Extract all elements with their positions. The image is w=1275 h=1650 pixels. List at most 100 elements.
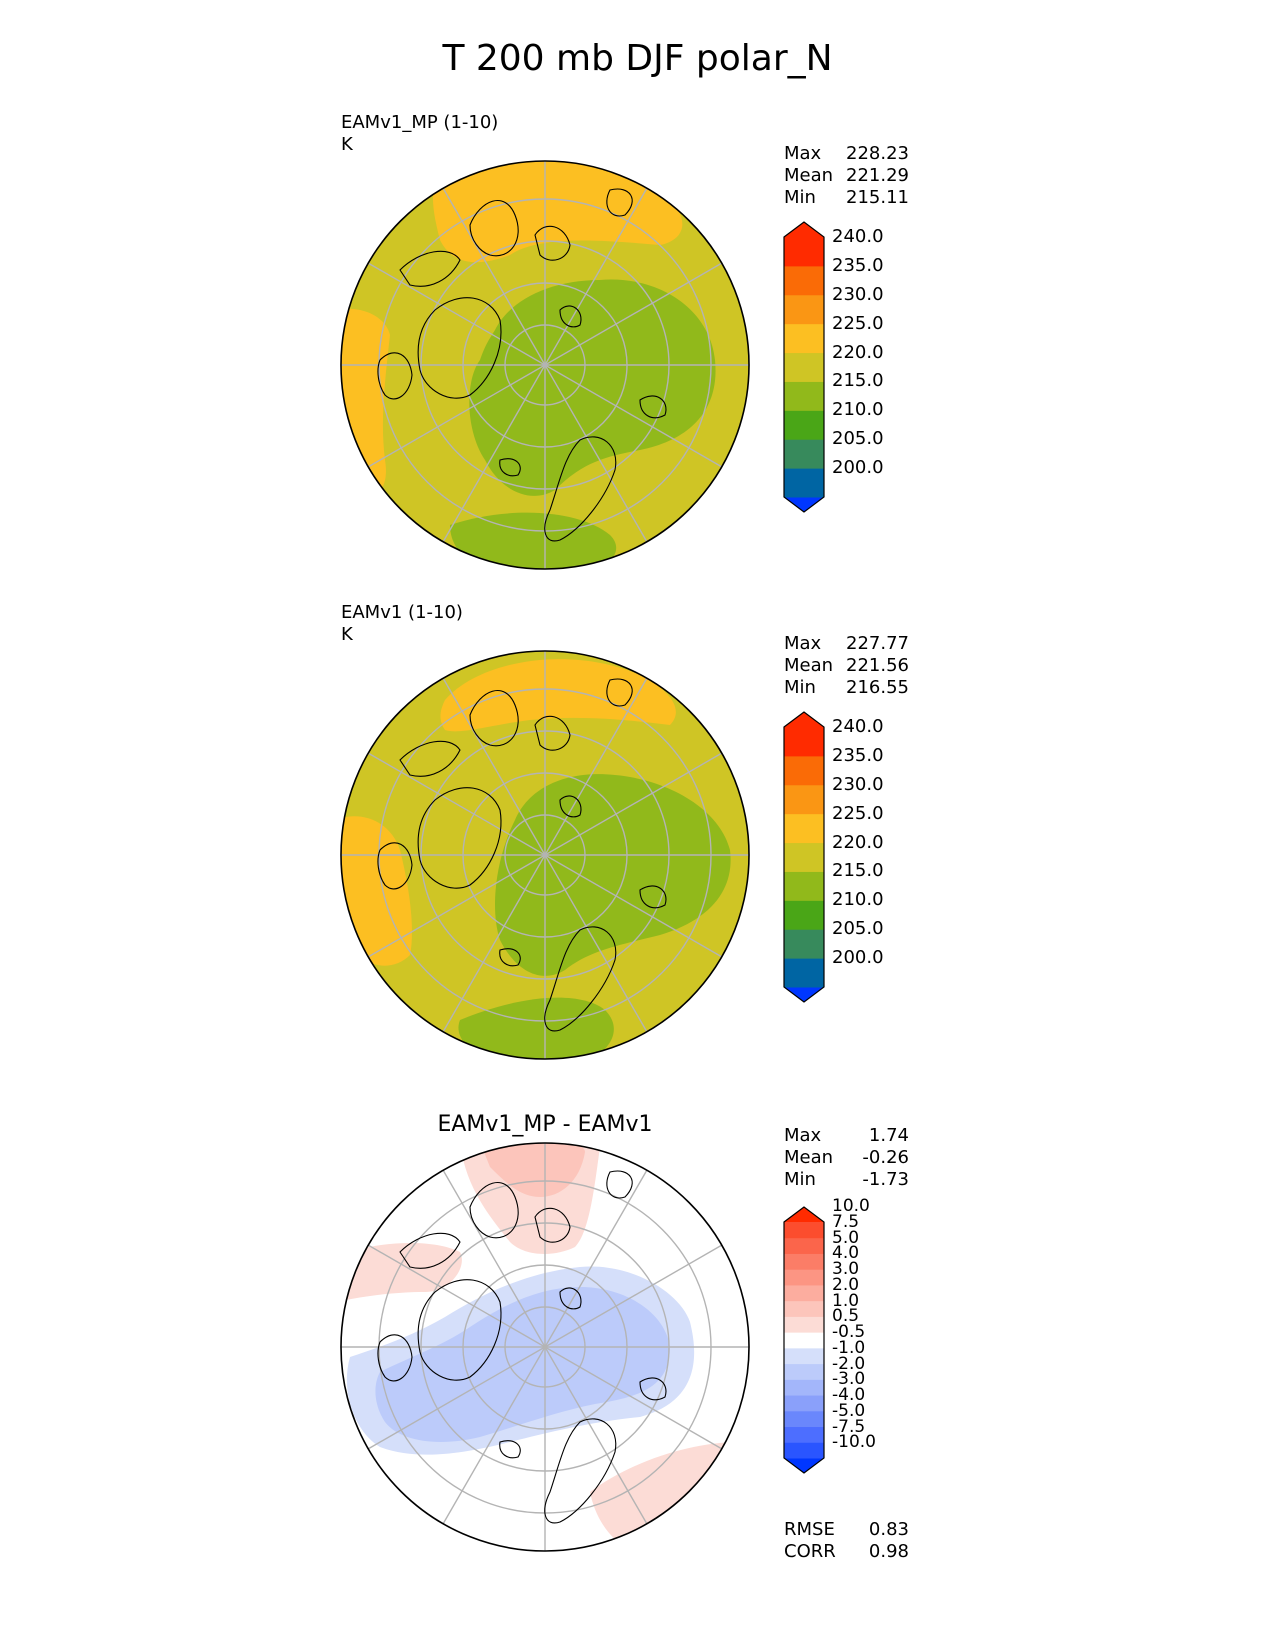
colorbar-tick-label: -10.0 <box>832 1432 876 1453</box>
colorbar-band <box>784 755 824 786</box>
colorbar-extend-low <box>784 497 824 512</box>
colorbar-band <box>784 842 824 872</box>
colorbar-band <box>784 958 824 988</box>
colorbar-extend-low <box>784 987 824 1002</box>
colorbar-band <box>784 1347 824 1365</box>
colorbar-tick-label: 3.0 <box>832 1259 860 1280</box>
stat-min: Min 216.55 <box>784 677 909 698</box>
stat-mean: Mean 221.29 <box>784 165 909 186</box>
colorbar-band <box>784 468 824 498</box>
colorbar-band <box>784 237 824 267</box>
stat-max: Max 227.77 <box>784 633 909 654</box>
panel3-title: EAMv1_MP - EAMv1 <box>437 1112 653 1137</box>
stat-mean: Mean 221.56 <box>784 655 909 676</box>
colorbar-extend-high <box>784 712 824 727</box>
colorbar-outline <box>783 1206 825 1474</box>
panel3-map <box>340 1142 750 1552</box>
colorbar-band <box>784 1222 824 1239</box>
panel2-graticule <box>341 651 749 1059</box>
colorbar-tick-label: 0.5 <box>832 1306 860 1327</box>
colorbar-band <box>784 929 824 959</box>
panel3-coastlines <box>377 1170 667 1524</box>
colorbar-tick-label: 10.0 <box>832 1196 870 1217</box>
panel3-boundary <box>340 1142 750 1552</box>
colorbar-tick-label: 200.0 <box>832 947 884 969</box>
colorbar-tick-label: 225.0 <box>832 312 884 334</box>
panel2-map <box>340 650 750 1060</box>
stat-min: Min -1.73 <box>784 1169 909 1190</box>
metric-corr: CORR 0.98 <box>784 1541 909 1562</box>
colorbar-band <box>784 1253 824 1270</box>
colorbar-tick-label: 215.0 <box>832 370 884 392</box>
colorbar-band <box>784 1395 824 1412</box>
colorbar-tick-label: 205.0 <box>832 428 884 450</box>
colorbar-band <box>784 1316 824 1333</box>
colorbar-extend-high <box>784 222 824 237</box>
colorbar-tick-label: 235.0 <box>832 254 884 276</box>
colorbar-tick-label: 230.0 <box>832 773 884 795</box>
colorbar-band <box>784 323 824 354</box>
colorbar-tick-label: 210.0 <box>832 399 884 421</box>
colorbar-band <box>784 294 824 325</box>
colorbar-band <box>784 439 824 469</box>
stat-max: Max 228.23 <box>784 143 909 164</box>
colorbar-tick-label: 215.0 <box>832 860 884 882</box>
colorbar-band <box>784 352 824 382</box>
stat-mean: Mean -0.26 <box>784 1147 909 1168</box>
metric-rmse: RMSE 0.83 <box>784 1519 909 1540</box>
colorbar-band <box>784 1284 824 1302</box>
colorbar-tick-label: 225.0 <box>832 802 884 824</box>
colorbar-tick-label: -1.0 <box>832 1337 866 1358</box>
field-pos-west <box>341 1242 462 1302</box>
colorbar-tick-label: -3.0 <box>832 1369 866 1390</box>
panel2-boundary <box>340 650 750 1060</box>
panel2-coastlines <box>377 678 667 1032</box>
colorbar-band <box>784 410 824 440</box>
colorbar-tick-label: -0.5 <box>832 1322 866 1343</box>
panel1-stats: Max 228.23 Mean 221.29 Min 215.11 <box>784 143 909 209</box>
colorbar-band <box>784 784 824 815</box>
colorbar-tick-label: -7.5 <box>832 1416 866 1437</box>
field-neg-2 <box>375 1287 670 1442</box>
colorbar-tick-label: 2.0 <box>832 1274 860 1295</box>
panel2-stats: Max 227.77 Mean 221.56 Min 216.55 <box>784 633 909 699</box>
colorbar-band <box>784 1410 824 1428</box>
colorbar-band <box>784 900 824 930</box>
panel3-colorbar <box>783 1206 825 1474</box>
panel1-units: K <box>341 134 353 155</box>
colorbar-tick-label: 1.0 <box>832 1290 860 1311</box>
colorbar-band <box>784 813 824 844</box>
colorbar-band <box>784 381 824 411</box>
colorbar-band <box>784 265 824 296</box>
colorbar-band <box>784 1269 824 1286</box>
colorbar-tick-label: 230.0 <box>832 283 884 305</box>
stat-min: Min 215.11 <box>784 187 909 208</box>
colorbar-band <box>784 1363 824 1380</box>
panel3-metrics: RMSE 0.83 CORR 0.98 <box>784 1519 909 1563</box>
figure-title: T 200 mb DJF polar_N <box>442 38 833 79</box>
colorbar-band <box>784 727 824 757</box>
colorbar-outline <box>783 221 825 513</box>
panel2-name: EAMv1 (1-10) <box>341 602 463 623</box>
colorbar-tick-label: 5.0 <box>832 1227 860 1248</box>
colorbar-tick-label: 210.0 <box>832 889 884 911</box>
colorbar-band <box>784 1332 824 1349</box>
field-225-230-north <box>440 659 676 732</box>
colorbar-tick-label: 240.0 <box>832 716 884 737</box>
colorbar-band <box>784 871 824 901</box>
colorbar-band <box>784 1379 824 1396</box>
field-215-220-east <box>495 774 731 976</box>
colorbar-band <box>784 1237 824 1254</box>
colorbar-tick-label: -4.0 <box>832 1385 866 1406</box>
colorbar-band <box>784 1300 824 1317</box>
colorbar-tick-label: 220.0 <box>832 831 884 853</box>
stat-max: Max 1.74 <box>784 1125 909 1146</box>
field-215-220-south <box>458 997 614 1059</box>
colorbar-tick-label: 4.0 <box>832 1243 860 1264</box>
panel1-colorbar <box>783 221 825 513</box>
colorbar-band <box>784 1442 824 1459</box>
panel3-stats: Max 1.74 Mean -0.26 Min -1.73 <box>784 1125 909 1191</box>
colorbar-extend-high <box>784 1207 824 1222</box>
colorbar-tick-label: 235.0 <box>832 744 884 766</box>
panel1-map <box>340 160 750 570</box>
